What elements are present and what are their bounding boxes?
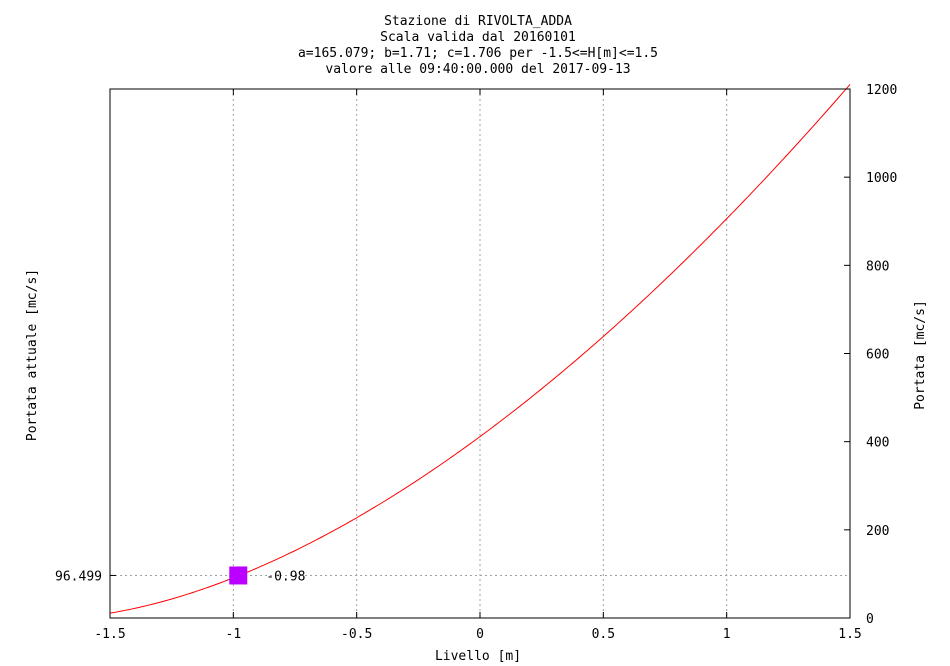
x-tick-label: -0.5 — [341, 627, 372, 642]
x-tick-label: 0 — [476, 627, 484, 642]
x-tick-label: -1 — [226, 627, 242, 642]
y-axis-right: 0 200 400 600 800 1000 1200 — [844, 83, 897, 627]
y-tick-label: 800 — [866, 259, 889, 274]
x-tick-label: -1.5 — [94, 627, 125, 642]
y-tick-label: 1000 — [866, 171, 897, 186]
y-tick-label: 400 — [866, 436, 889, 451]
curve-layer — [109, 84, 851, 614]
rating-curve-line — [109, 84, 851, 614]
y-tick-label: 600 — [866, 348, 889, 363]
current-point-layer: 96.499 -0.98 — [55, 566, 850, 585]
current-point-label: -0.98 — [266, 569, 305, 584]
y-tick-label: 200 — [866, 524, 889, 539]
y-axis-right-label: Portata [mc/s] — [913, 300, 928, 410]
plot-frame — [109, 88, 851, 619]
title-line-2: Scala valida dal 20160101 — [380, 30, 576, 45]
y-tick-label: 0 — [866, 612, 874, 627]
x-tick-label: 1.5 — [838, 627, 861, 642]
current-point-marker — [229, 566, 248, 585]
x-tick-label: 0.5 — [592, 627, 615, 642]
title-line-4: valore alle 09:40:00.000 del 2017-09-13 — [325, 62, 630, 77]
grid-lines — [232, 89, 728, 618]
chart-title: Stazione di RIVOLTA_ADDA Scala valida da… — [298, 14, 658, 77]
title-line-1: Stazione di RIVOLTA_ADDA — [384, 14, 572, 29]
x-axis: -1.5 -1 -0.5 0 0.5 1 1.5 — [94, 89, 862, 642]
current-value-label: 96.499 — [55, 569, 102, 584]
y-axis-left-label: Portata attuale [mc/s] — [25, 269, 40, 441]
x-axis-label: Livello [m] — [435, 649, 521, 664]
y-tick-label: 1200 — [866, 83, 897, 98]
title-line-3: a=165.079; b=1.71; c=1.706 per -1.5<=H[m… — [298, 46, 658, 61]
x-tick-label: 1 — [723, 627, 731, 642]
